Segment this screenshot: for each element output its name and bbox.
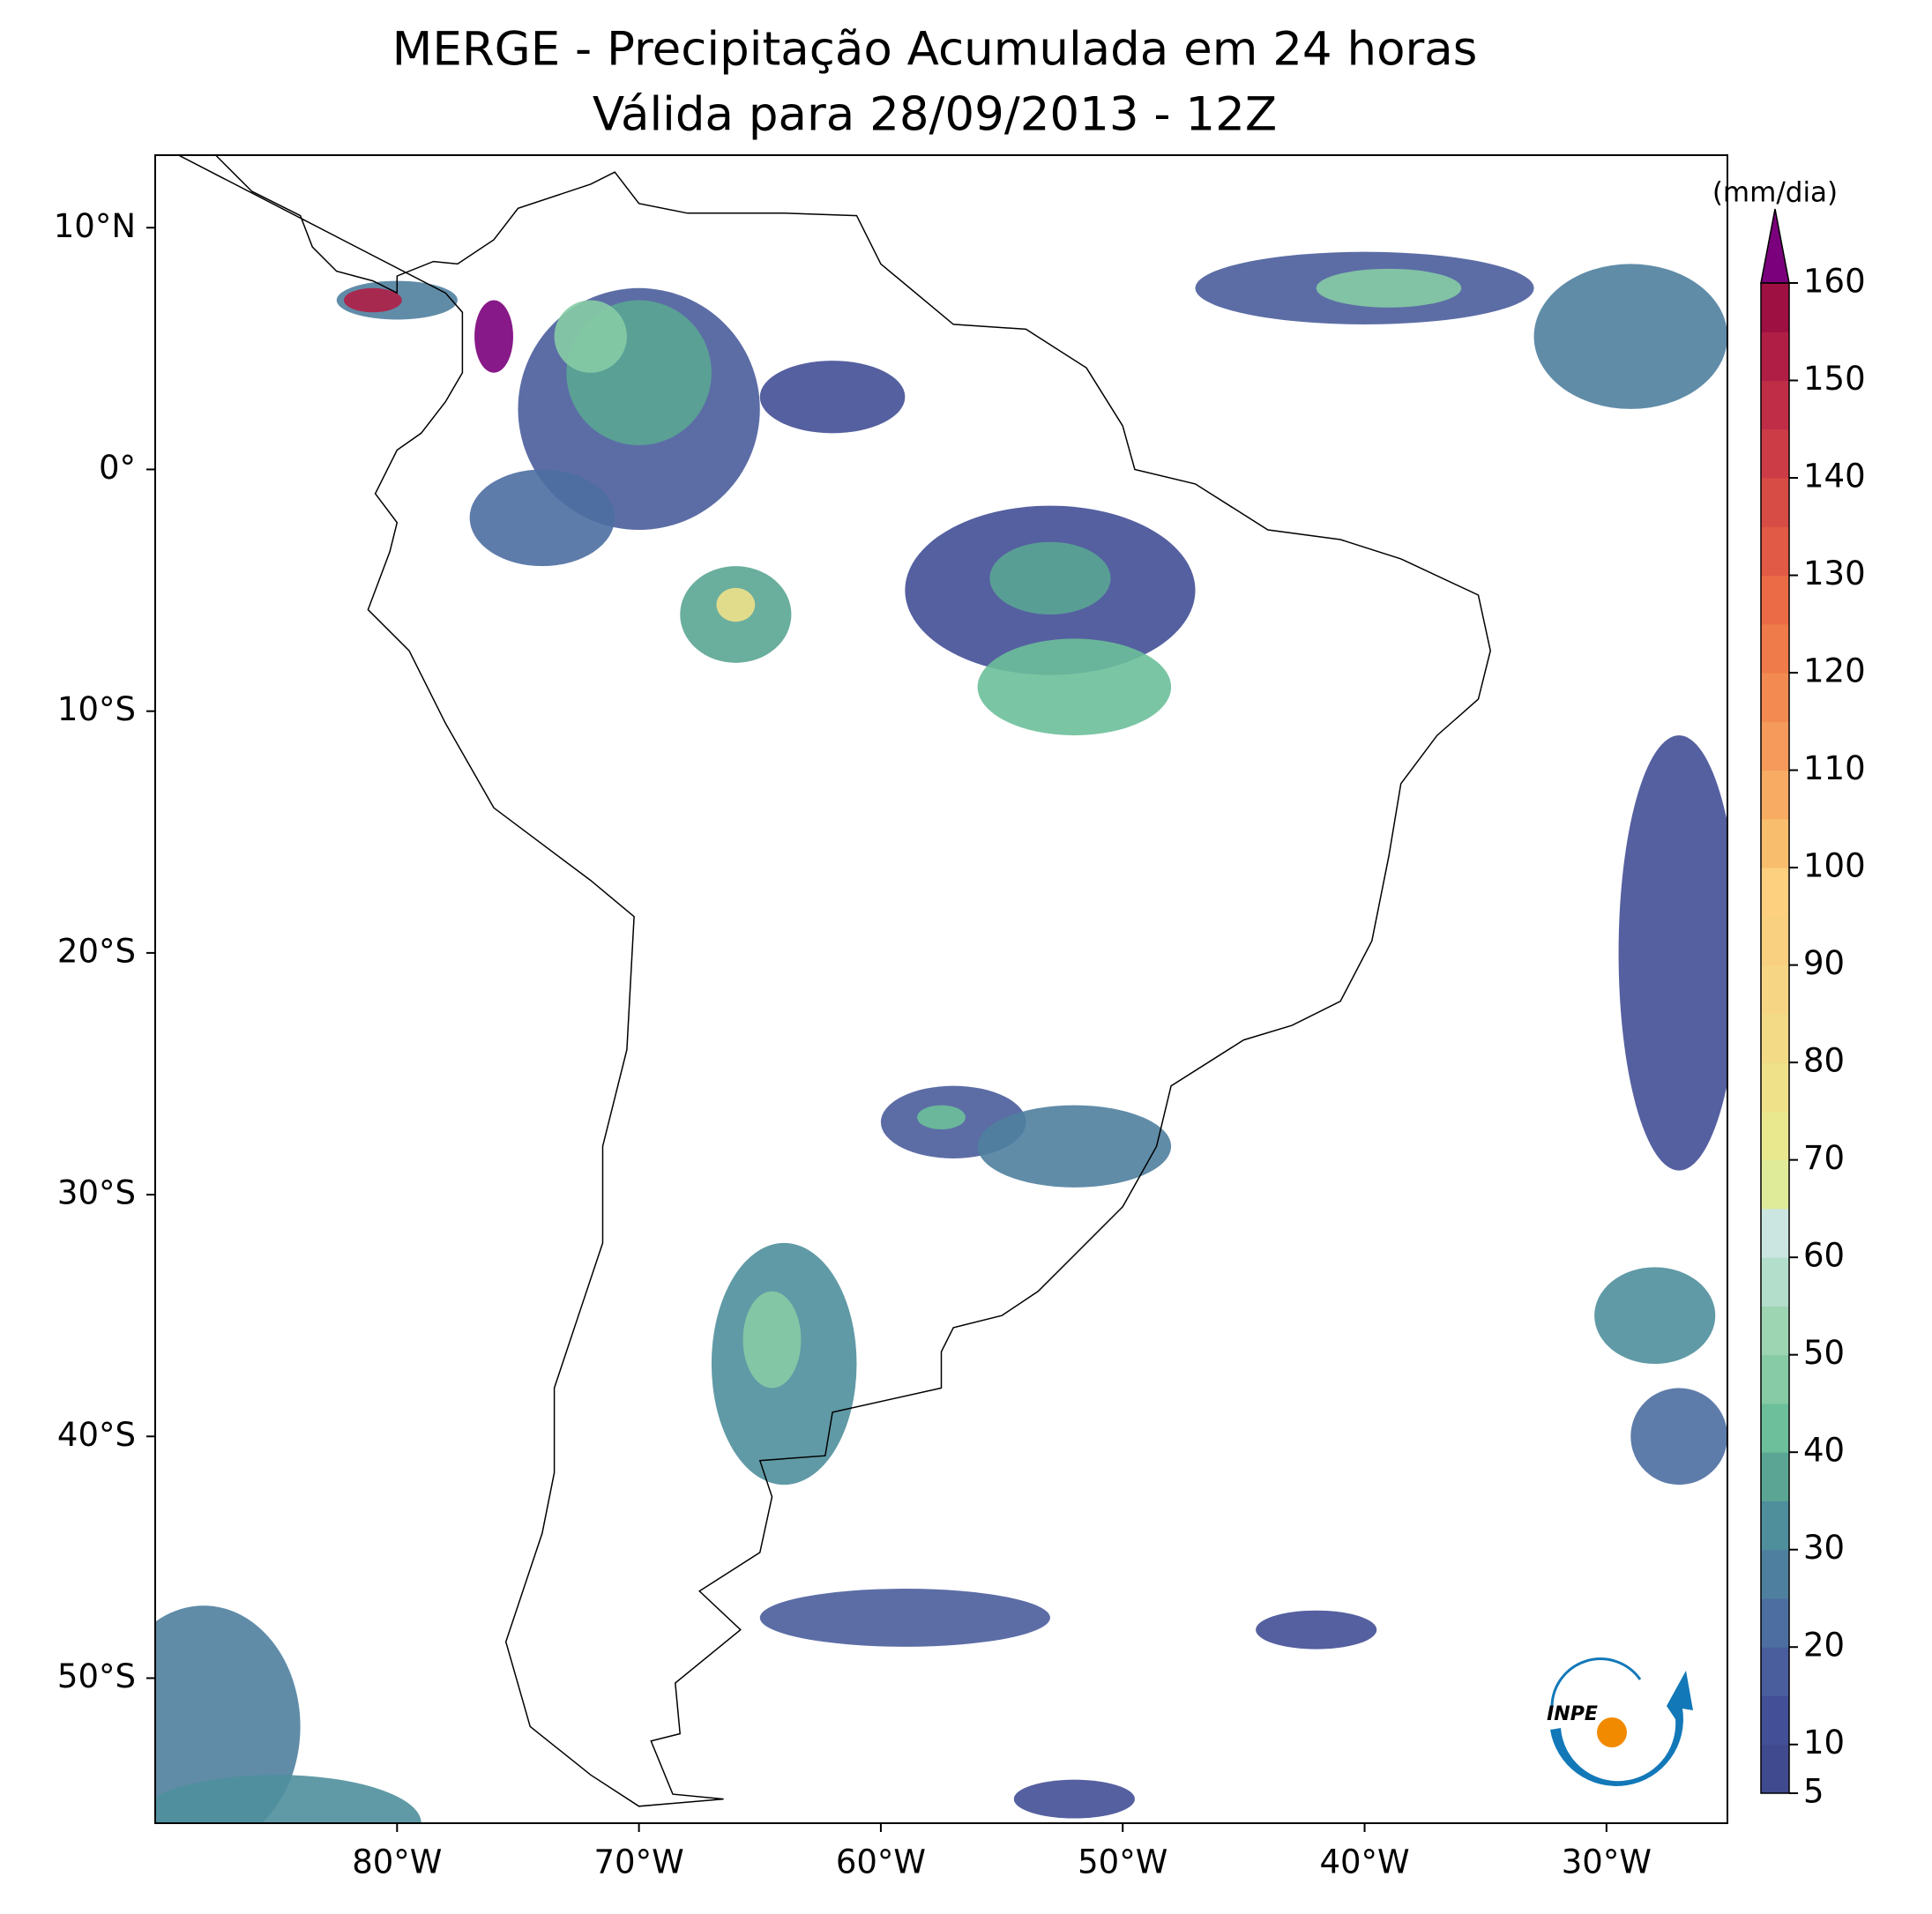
precip-area: [474, 300, 513, 373]
colorbar-tick-label: 140: [1803, 458, 1866, 495]
colorbar-tick-label: 110: [1803, 749, 1866, 787]
colorbar-band: [1761, 1306, 1789, 1356]
colorbar-tick-label: 130: [1803, 555, 1866, 592]
colorbar-tick-label: 60: [1803, 1237, 1845, 1275]
colorbar-band: [1761, 818, 1789, 868]
colorbar-band: [1761, 1549, 1789, 1599]
logo-orbit: [1550, 1657, 1642, 1707]
colorbar-band: [1761, 526, 1789, 577]
colorbar-band: [1761, 575, 1789, 625]
precip-area: [1533, 264, 1727, 409]
precip-area: [343, 287, 402, 313]
title: MERGE - Precipitação Acumulada em 24 hor…: [392, 23, 1478, 77]
colorbar-tick-label: 100: [1803, 847, 1866, 885]
precip-area: [989, 541, 1111, 614]
colorbar-band: [1761, 673, 1789, 722]
colorbar-band: [1761, 1208, 1789, 1258]
colorbar-tick-label: 30: [1803, 1529, 1845, 1567]
precip-area: [1630, 1388, 1727, 1486]
colorbar-band: [1761, 283, 1789, 332]
x-tick-label: 30°W: [1562, 1843, 1652, 1881]
precip-area: [917, 1105, 966, 1130]
colorbar-band: [1761, 1647, 1789, 1696]
colorbar-label: (mm/dia): [1712, 177, 1838, 209]
logo-text: INPE: [1547, 1703, 1598, 1725]
y-tick-label: 50°S: [57, 1657, 136, 1695]
x-tick-label: 40°W: [1319, 1843, 1409, 1881]
x-tick-label: 70°W: [594, 1843, 684, 1881]
colorbar-tick-label: 160: [1803, 263, 1866, 301]
colorbar-band: [1761, 1354, 1789, 1404]
precip-area: [759, 361, 906, 434]
x-tick-label: 80°W: [352, 1843, 442, 1881]
precip-area: [1618, 735, 1727, 1171]
colorbar-tick-label: 5: [1803, 1773, 1824, 1811]
colorbar-band: [1761, 1452, 1789, 1501]
colorbar-band: [1761, 1062, 1789, 1112]
colorbar-tick-label: 80: [1803, 1042, 1845, 1080]
precip-area: [977, 638, 1172, 736]
precip-area: [1316, 268, 1462, 308]
y-tick-label: 10°N: [54, 207, 136, 245]
precip-area: [554, 300, 627, 373]
colorbar-band: [1761, 1695, 1789, 1746]
precip-area: [155, 1775, 421, 1823]
subtitle: Válida para 28/09/2013 - 12Z: [593, 88, 1277, 142]
precip-area: [1013, 1779, 1135, 1819]
precip-area: [977, 1105, 1172, 1188]
inpe-logo: INPE: [1547, 1657, 1693, 1786]
colorbar-band: [1761, 1111, 1789, 1161]
colorbar-tick-label: 90: [1803, 944, 1845, 982]
y-tick-label: 40°S: [57, 1416, 136, 1454]
x-tick-label: 50°W: [1078, 1843, 1167, 1881]
colorbar-extend: [1760, 208, 1790, 284]
precip-area: [155, 1605, 301, 1823]
y-tick-label: 20°S: [57, 932, 136, 970]
logo-dot: [1597, 1717, 1627, 1747]
y-tick-label: 30°S: [57, 1174, 136, 1212]
colorbar-band: [1761, 868, 1789, 917]
precip-area: [1256, 1610, 1377, 1650]
colorbar-tick-label: 120: [1803, 652, 1866, 690]
colorbar-frame: [1760, 282, 1790, 1794]
colorbar-tick-label: 10: [1803, 1724, 1845, 1761]
y-tick-label: 10°S: [57, 690, 136, 728]
colorbar-band: [1761, 623, 1789, 674]
y-tick-label: 0°: [99, 449, 136, 487]
colorbar-band: [1761, 1597, 1789, 1648]
colorbar-tick-label: 50: [1803, 1334, 1845, 1372]
colorbar-tick-label: 70: [1803, 1139, 1845, 1177]
colorbar-band: [1761, 721, 1789, 771]
map-frame: [154, 154, 1728, 1824]
colorbar-band: [1761, 1501, 1789, 1551]
colorbar-band: [1761, 380, 1789, 430]
precip-area: [759, 1589, 1050, 1647]
colorbar-band: [1761, 1013, 1789, 1063]
coastline: [176, 155, 1491, 1807]
colorbar-band: [1761, 1744, 1789, 1794]
colorbar-band: [1761, 770, 1789, 820]
precip-area: [1594, 1267, 1716, 1365]
colorbar-band: [1761, 428, 1789, 479]
colorbar-band: [1761, 1257, 1789, 1307]
colorbar-band: [1761, 916, 1789, 966]
precip-area: [469, 469, 615, 567]
colorbar-band: [1761, 478, 1789, 527]
map-area: [155, 155, 1727, 1823]
colorbar-tick-label: 40: [1803, 1432, 1845, 1470]
colorbar-band: [1761, 1403, 1789, 1453]
precip-area: [716, 587, 756, 622]
precip-area: [742, 1291, 802, 1389]
colorbar-band: [1761, 331, 1789, 382]
colorbar-band: [1761, 964, 1789, 1015]
x-tick-label: 60°W: [836, 1843, 926, 1881]
colorbar-tick-label: 150: [1803, 360, 1866, 398]
colorbar-band: [1761, 1159, 1789, 1210]
colorbar-tick-label: 20: [1803, 1627, 1845, 1665]
